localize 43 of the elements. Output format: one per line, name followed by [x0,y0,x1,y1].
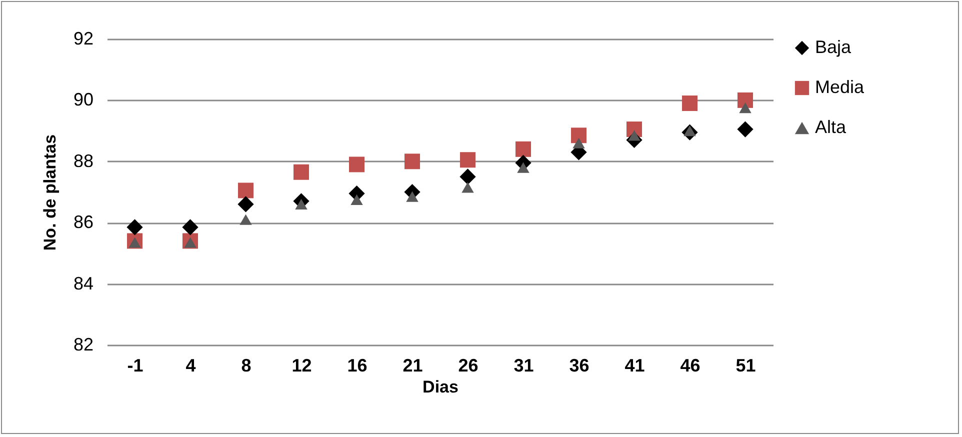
x-tick-label: 4 [186,356,196,376]
point [240,214,252,225]
y-tick-label: 86 [73,212,94,232]
x-tick-label: 36 [569,356,590,376]
point [238,182,254,198]
point [404,154,420,170]
point [737,121,754,138]
point [295,198,308,210]
point [182,219,198,236]
legend-label: Baja [815,37,852,57]
point [739,102,752,114]
point [571,128,586,144]
point [516,141,531,157]
point [238,196,254,212]
legend-label: Alta [815,117,848,137]
x-tick-label: 21 [402,356,423,376]
x-tick-label: 41 [624,356,645,376]
point [682,96,698,112]
x-axis-title: Dias [422,378,458,396]
x-tick-label: -1 [127,356,144,376]
y-tick-label: 84 [73,273,94,294]
point [460,152,476,168]
legend-label: Media [815,77,866,97]
x-tick-label: 16 [347,356,368,376]
y-tick-label: 82 [73,334,94,354]
x-tick-label: 51 [736,356,756,376]
y-tick-label: 88 [73,150,94,171]
x-tick-label: 8 [241,356,252,376]
point [350,194,363,205]
point [349,156,364,172]
x-tick-label: 12 [292,356,312,376]
y-axis-title: No. de plantas [40,134,60,251]
point [460,168,476,185]
y-tick-label: 90 [73,90,94,110]
x-tick-label: 26 [458,356,478,376]
point [462,182,474,193]
point [126,219,143,236]
x-tick-label: 46 [680,356,700,376]
point [294,164,309,180]
y-tick-label: 92 [73,28,94,48]
x-tick-label: 31 [514,356,534,376]
point [738,92,753,108]
point [572,138,585,148]
